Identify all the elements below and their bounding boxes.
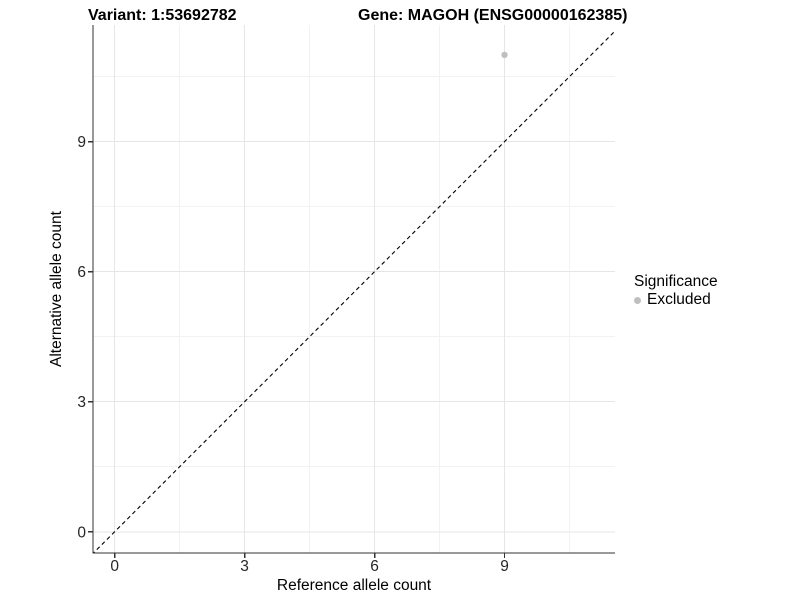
variant-title: Variant: 1:53692782 <box>88 7 237 24</box>
legend-item-label: Excluded <box>647 291 711 308</box>
y-axis-title: Alternative allele count <box>48 211 65 367</box>
gene-title: Gene: MAGOH (ENSG00000162385) <box>358 7 628 24</box>
y-tick-label: 0 <box>77 524 86 541</box>
x-tick-label: 0 <box>110 558 119 575</box>
x-tick-label: 3 <box>240 558 249 575</box>
x-tick-label: 9 <box>500 558 509 575</box>
legend-item-excluded: Excluded <box>630 291 718 309</box>
y-tick-label: 3 <box>77 394 86 411</box>
x-axis-title: Reference allele count <box>276 577 432 594</box>
y-tick-label: 9 <box>77 134 86 151</box>
x-tick-label: 6 <box>370 558 379 575</box>
axis-lines <box>92 25 615 554</box>
data-point <box>501 51 508 59</box>
identity-reference-line <box>93 30 615 553</box>
legend-title: Significance <box>634 273 718 290</box>
y-tick-label: 6 <box>77 264 86 281</box>
legend-key-dot <box>634 296 641 304</box>
legend: Significance Excluded <box>630 273 718 309</box>
